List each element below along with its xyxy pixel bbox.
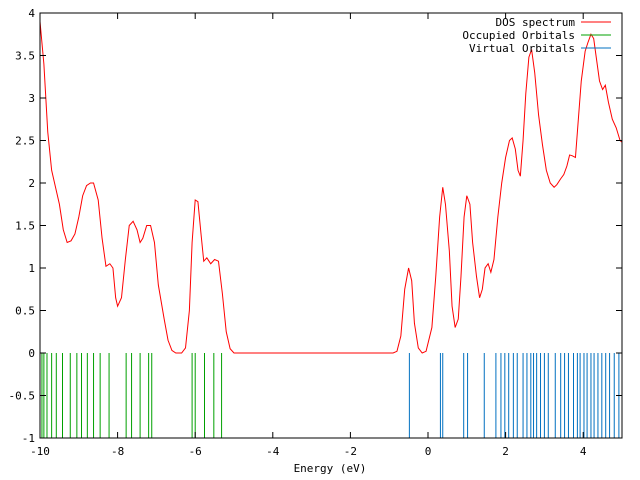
x-tick-label: -6 [189,445,202,458]
x-tick-label: 0 [425,445,432,458]
x-tick-label: -8 [111,445,124,458]
y-tick-label: 1 [28,262,35,275]
y-tick-label: -1 [22,432,35,445]
x-tick-label: 4 [580,445,587,458]
dos-spectrum-line [39,21,623,354]
y-tick-label: 2 [28,177,35,190]
plot-area [39,21,623,438]
axes: -10 -8 -6 -4 -2 0 2 4 -1 -0.5 0 0.5 1 1.5 2 2.5 3 3.5 4 [9,7,623,458]
x-tick-label: 2 [502,445,509,458]
y-tick-label: 3 [28,92,35,105]
legend-entry-label: Occupied Orbitals [462,29,575,42]
y-tick-label: -0.5 [9,390,36,403]
y-tick-label: 3.5 [15,50,35,63]
x-tick-label: -4 [266,445,280,458]
legend-entry-label: DOS spectrum [496,16,576,29]
y-tick-label: 0.5 [15,305,35,318]
x-tick-label: -10 [30,445,50,458]
x-axis-label: Energy (eV) [294,462,367,475]
x-tick-label: -2 [344,445,357,458]
y-tick-label: 2.5 [15,135,35,148]
y-tick-label: 1.5 [15,220,35,233]
y-tick-label: 0 [28,347,35,360]
legend-entry-label: Virtual Orbitals [469,42,575,55]
y-tick-label: 4 [28,7,35,20]
